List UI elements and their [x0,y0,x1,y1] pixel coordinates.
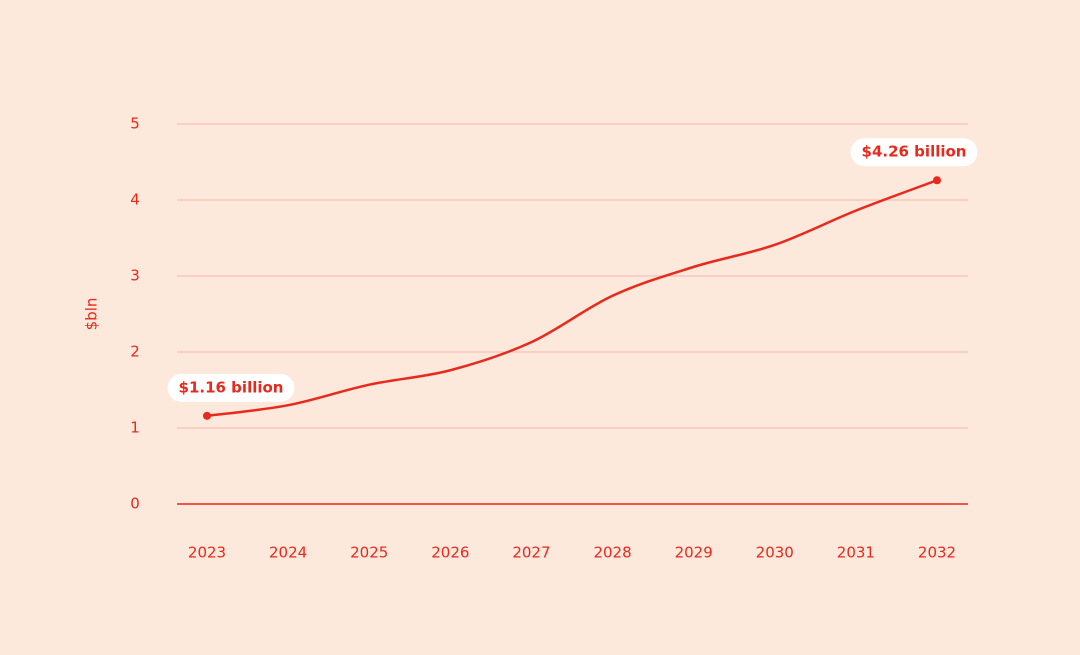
y-tick-label: 0 [130,495,140,513]
value-label-bg [167,373,295,402]
x-tick-label: 2024 [269,544,307,562]
x-tick-label: 2026 [431,544,469,562]
point [203,411,211,420]
y-tick-label: 3 [130,267,140,285]
line [206,179,938,418]
x-tick-label: 2030 [756,544,794,562]
value-label-bg [850,138,978,167]
x-tick-label: 2023 [188,544,226,562]
value-label: $4.26 billion [862,143,967,161]
y-tick-label: 5 [130,115,140,133]
x-tick-label: 2032 [918,544,956,562]
y-tick-label: 1 [130,419,140,437]
y-tick-label: 2 [130,343,140,361]
x-tick-label: 2031 [837,544,875,562]
x-tick-label: 2029 [675,544,713,562]
x-tick-label: 2027 [512,544,550,562]
y-tick-label: 4 [130,191,140,209]
x-tick-label: 2025 [350,544,388,562]
point [933,176,941,185]
value-label: $1.16 billion [179,378,284,396]
x-tick-label: 2028 [593,544,631,562]
y-axis-label: $bln [83,298,101,331]
